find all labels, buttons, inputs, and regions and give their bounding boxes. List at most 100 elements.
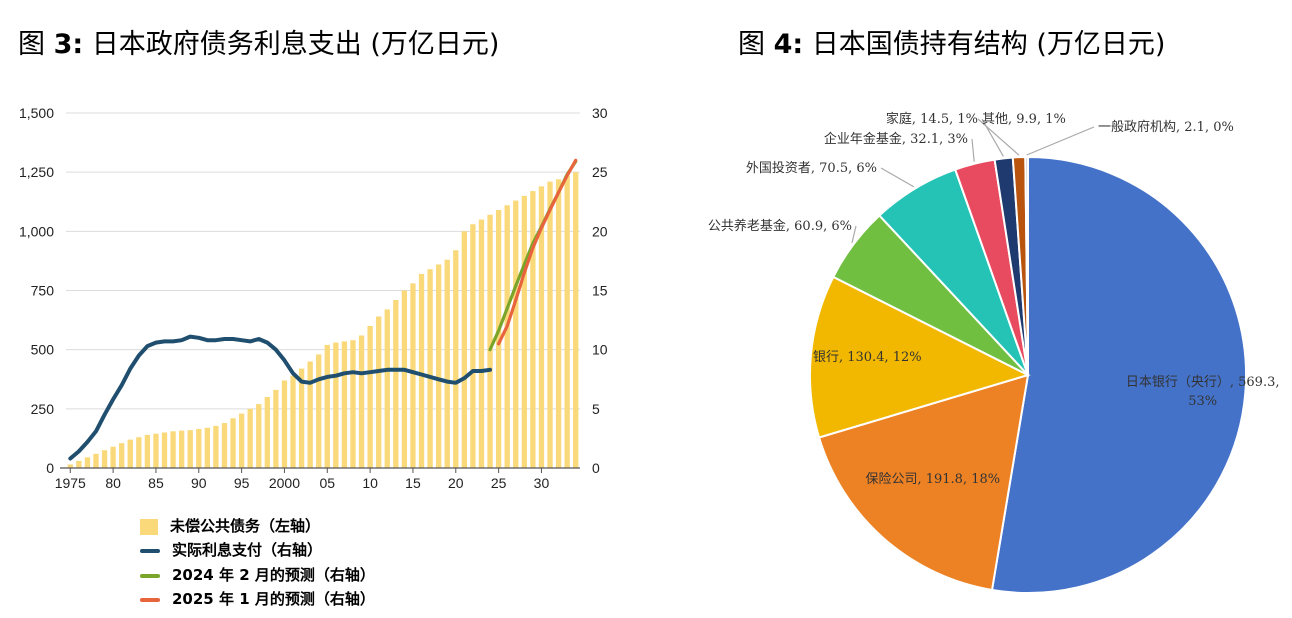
debt-bar <box>196 428 202 468</box>
pie-leader-line <box>977 118 1020 156</box>
pie-slice-label: 一般政府机构, 2.1, 0% <box>1098 119 1234 135</box>
debt-bar <box>461 231 468 468</box>
left-axis-tick-label: 750 <box>31 283 55 299</box>
pie-slice <box>990 155 1248 594</box>
debt-bar <box>204 427 211 468</box>
debt-bar <box>324 344 330 468</box>
debt-bar <box>170 431 176 468</box>
debt-bar <box>555 179 562 468</box>
left-axis-tick-label: 1,500 <box>19 105 54 121</box>
debt-bar <box>478 219 485 468</box>
pie-slice-label: 银行, 130.4, 12% <box>813 350 922 365</box>
debt-bar <box>238 413 245 468</box>
right-axis-tick-label: 10 <box>592 342 608 358</box>
x-axis-tick-label: 20 <box>448 475 464 491</box>
pie-leader-line <box>880 167 915 188</box>
figure-3-text: 日本政府债务利息支出 (万亿日元) <box>83 29 500 60</box>
debt-bar <box>435 264 442 468</box>
figure-4-text: 日本国债持有结构 (万亿日元) <box>803 29 1166 60</box>
figure-3-number: 3: <box>53 29 84 60</box>
left-axis-tick-label: 1,250 <box>19 164 54 180</box>
x-axis-tick-label: 80 <box>105 475 121 491</box>
actual-interest-line <box>68 334 492 461</box>
pie-slice-label: 其他, 9.9, 1% <box>982 112 1066 127</box>
debt-bar <box>119 443 125 468</box>
debt-bar <box>298 368 305 468</box>
debt-bar <box>307 361 313 468</box>
debt-bar <box>136 437 142 468</box>
debt-bar <box>316 354 322 468</box>
debt-bar <box>410 283 416 468</box>
left-axis-tick-label: 500 <box>31 342 55 358</box>
pie-slice-label-line2: 53% <box>1188 394 1217 409</box>
left-axis-tick-label: 1,000 <box>19 223 54 239</box>
debt-bar <box>161 432 168 468</box>
legend-swatch-debt <box>140 518 158 535</box>
debt-bar <box>470 224 476 468</box>
x-axis-tick-label: 85 <box>148 475 164 491</box>
debt-bar <box>350 340 356 468</box>
pie-slice-label: 公共养老基金, 60.9, 6% <box>708 218 852 234</box>
left-axis-tick-label: 0 <box>46 460 54 476</box>
pie-leader-line <box>971 138 975 162</box>
left-axis-tick-label: 250 <box>31 401 55 417</box>
debt-bar <box>93 453 99 468</box>
figure-3-title: 图 3: 日本政府债务利息支出 (万亿日元) <box>18 22 499 61</box>
debt-bar <box>256 404 262 468</box>
right-axis-tick-label: 30 <box>592 105 608 121</box>
debt-bar <box>513 200 519 469</box>
debt-bar <box>281 380 288 468</box>
pie-slice-label: 家庭, 14.5, 1% <box>886 111 978 127</box>
debt-bar <box>393 299 399 468</box>
debt-bar <box>453 250 459 468</box>
x-axis-tick-label: 1975 <box>55 475 86 491</box>
right-axis-tick-label: 0 <box>592 460 600 476</box>
debt-bar <box>221 423 228 468</box>
legend-item-forecast-2025: 2025 年 1 月的预测（右轴） <box>140 588 375 609</box>
debt-bar <box>538 186 545 468</box>
x-axis-tick-label: 30 <box>534 475 550 491</box>
x-axis-tick-label: 05 <box>319 475 335 491</box>
legend-swatch-actual <box>140 548 160 553</box>
figure-4-title: 图 4: 日本国债持有结构 (万亿日元) <box>738 22 1165 61</box>
debt-bar <box>230 418 236 468</box>
pie-slice-label: 企业年金基金, 32.1, 3% <box>824 131 968 147</box>
legend-item-debt: 未偿公共债务（左轴） <box>140 515 320 536</box>
debt-bar <box>153 433 159 468</box>
debt-bar <box>358 335 365 468</box>
pie-slice <box>809 275 1031 439</box>
right-axis-tick-label: 25 <box>592 164 608 180</box>
debt-bar <box>187 430 193 468</box>
right-axis-tick-label: 20 <box>592 223 608 239</box>
right-axis-tick-label: 15 <box>592 283 608 299</box>
debt-bar <box>564 175 570 468</box>
pie-leader-line <box>851 225 857 244</box>
right-axis-tick-label: 5 <box>592 401 600 417</box>
pie-slice <box>1024 155 1029 376</box>
x-axis-tick-label: 2000 <box>269 475 300 491</box>
x-axis-tick-label: 10 <box>362 475 378 491</box>
debt-bar <box>213 425 219 468</box>
debt-bar <box>504 205 510 469</box>
debt-bar <box>573 172 579 468</box>
legend-label-actual: 实际利息支付（右轴） <box>172 541 323 559</box>
debt-bar <box>444 259 450 468</box>
x-axis-tick-label: 95 <box>234 475 250 491</box>
debt-bar <box>547 181 553 468</box>
debt-bar <box>530 191 536 468</box>
debt-bar <box>376 316 382 468</box>
legend-label-forecast-2025: 2025 年 1 月的预测（右轴） <box>172 590 375 608</box>
debt-bar <box>521 195 527 469</box>
debt-bar <box>264 397 270 468</box>
legend-label-forecast-2024: 2024 年 2 月的预测（右轴） <box>172 566 375 584</box>
x-axis-tick-label: 25 <box>491 475 507 491</box>
x-axis-tick-label: 15 <box>405 475 421 491</box>
debt-bar <box>427 269 433 468</box>
debt-bar <box>487 214 493 468</box>
debt-bar <box>76 460 82 468</box>
figure-4-number: 4: <box>773 29 804 60</box>
debt-bar <box>127 439 133 468</box>
pie-slice-label: 外国投资者, 70.5, 6% <box>746 160 877 176</box>
debt-bar <box>401 290 408 468</box>
